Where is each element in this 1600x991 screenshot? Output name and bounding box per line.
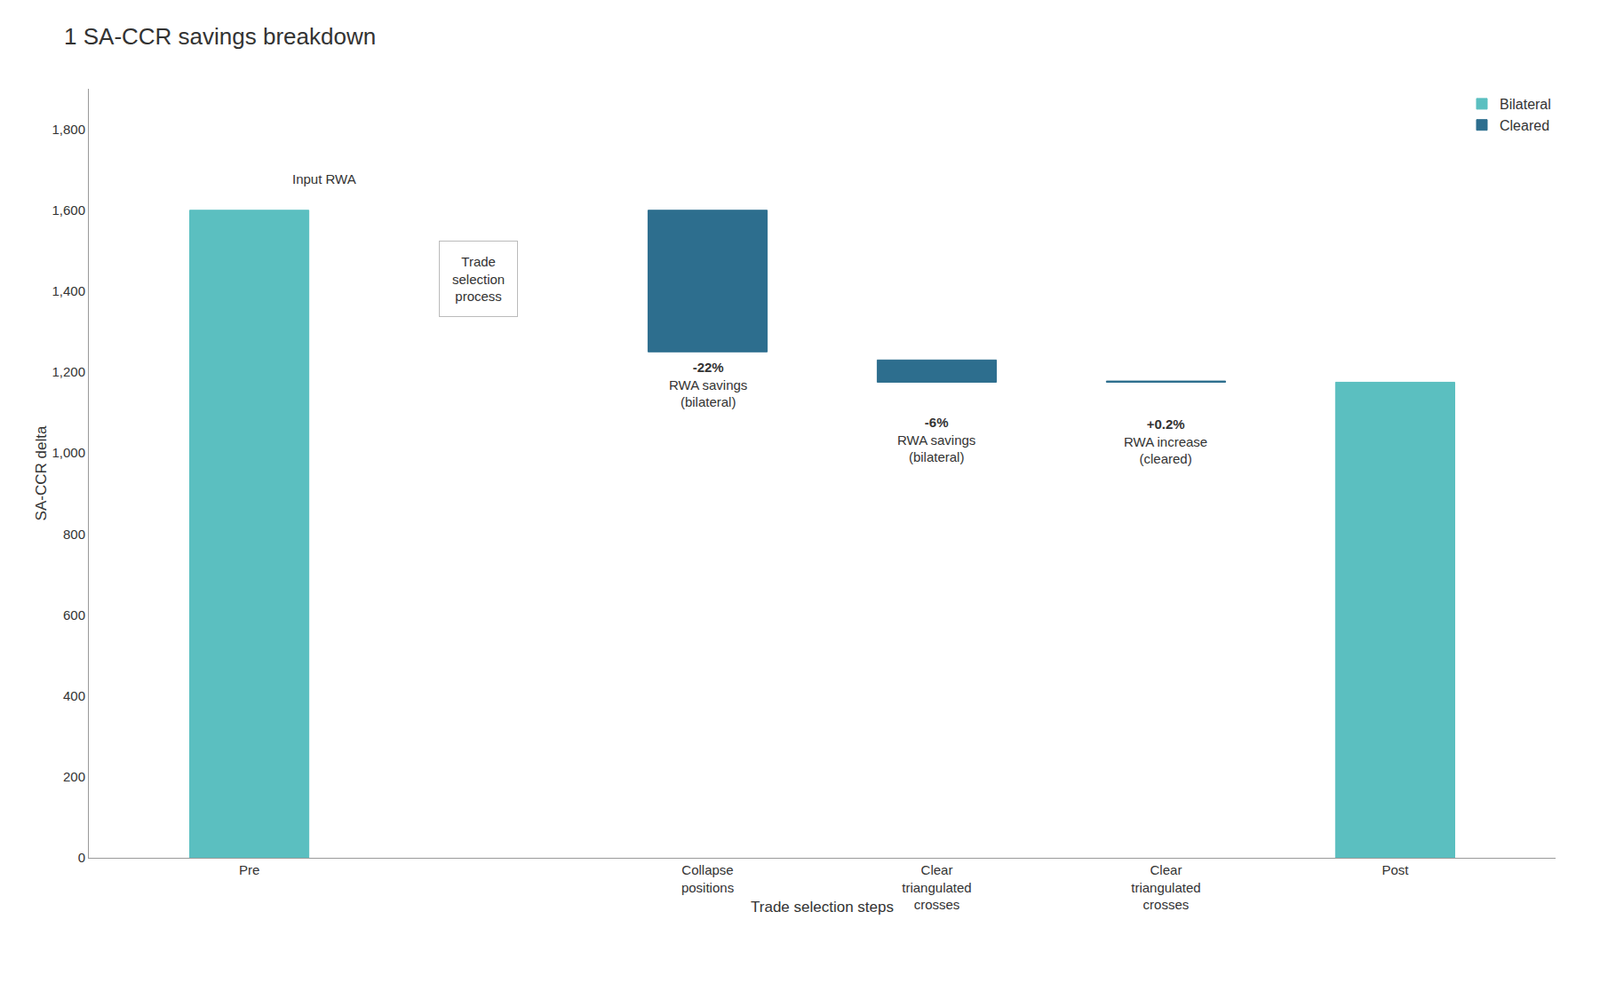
svg-text:Cleartriangulatedcrosses: Cleartriangulatedcrosses	[901, 862, 972, 913]
svg-text:-22%RWA savings(bilateral): -22%RWA savings(bilateral)	[668, 359, 748, 410]
svg-text:1,800: 1,800	[51, 121, 86, 137]
svg-text:Cleared: Cleared	[1499, 118, 1550, 134]
svg-text:Trade selection steps: Trade selection steps	[750, 899, 894, 916]
svg-text:1,600: 1,600	[51, 202, 86, 218]
svg-text:400: 400	[63, 688, 86, 704]
svg-text:Cleartriangulatedcrosses: Cleartriangulatedcrosses	[1130, 862, 1201, 913]
svg-text:Bilateral: Bilateral	[1499, 96, 1552, 112]
svg-text:600: 600	[63, 607, 86, 623]
svg-text:Input RWA: Input RWA	[292, 171, 357, 187]
svg-text:-6%RWA savings(bilateral): -6%RWA savings(bilateral)	[897, 414, 976, 465]
svg-text:Pre: Pre	[238, 862, 260, 878]
svg-text:1,000: 1,000	[51, 445, 86, 461]
svg-text:+0.2%RWA increase(cleared): +0.2%RWA increase(cleared)	[1123, 416, 1208, 467]
svg-text:Post: Post	[1381, 862, 1409, 878]
svg-text:1 SA-CCR savings breakdown: 1 SA-CCR savings breakdown	[63, 23, 376, 50]
svg-text:1,200: 1,200	[51, 364, 86, 380]
svg-text:SA-CCR delta: SA-CCR delta	[32, 425, 50, 521]
svg-text:Collapsepositions: Collapsepositions	[681, 862, 734, 896]
svg-text:Tradeselectionprocess: Tradeselectionprocess	[452, 254, 505, 304]
svg-text:1,400: 1,400	[51, 283, 86, 299]
svg-text:200: 200	[63, 769, 86, 785]
svg-text:800: 800	[63, 526, 86, 542]
svg-text:0: 0	[78, 850, 86, 866]
